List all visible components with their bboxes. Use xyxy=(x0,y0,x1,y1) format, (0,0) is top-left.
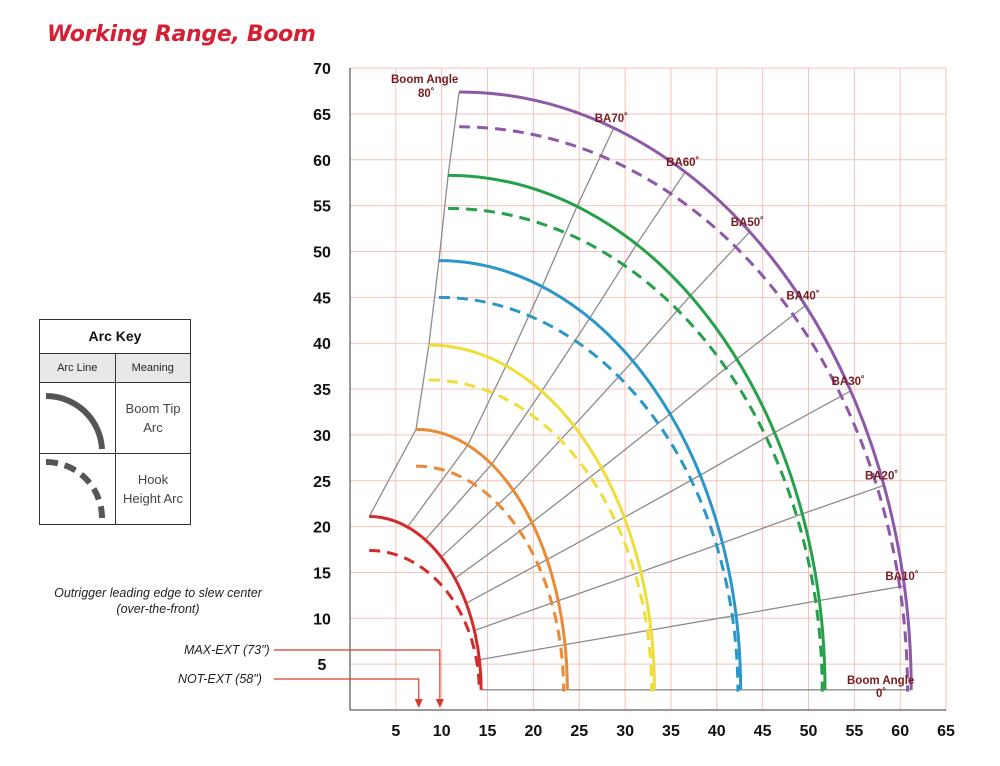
hook-height-arc xyxy=(438,295,740,692)
y-tick-label: 35 xyxy=(313,382,331,399)
boom-angle-0-label: Boom Angle xyxy=(847,675,914,687)
y-tick-label: 50 xyxy=(313,245,331,262)
boom-angle-line xyxy=(479,585,905,661)
x-tick-label: 40 xyxy=(708,723,726,740)
boom-angle-0-value: 0˚ xyxy=(876,688,886,700)
boom-angle-label: BA10˚ xyxy=(885,571,918,583)
outrigger-note-line2: (over-the-front) xyxy=(116,602,199,616)
arc-key-meaning-boom-tip: Boom Tip Arc xyxy=(116,383,190,453)
arc-key-legend: Arc Key Arc Line Meaning Boom Tip Arc Hoo… xyxy=(39,319,191,525)
boom-angle-80-label: Boom Angle xyxy=(391,74,458,86)
boom-tip-arc xyxy=(369,515,483,690)
chart-axes xyxy=(349,68,946,711)
hook-height-arc xyxy=(428,378,654,692)
arc-key-header: Arc Line Meaning xyxy=(40,354,190,383)
x-tick-label: 20 xyxy=(525,723,543,740)
max-ext-label: MAX-EXT (73") xyxy=(184,643,270,657)
solid-arc-symbol xyxy=(40,383,116,453)
boom-angle-label: BA40˚ xyxy=(786,291,819,303)
outrigger-note-line1: Outrigger leading edge to slew center xyxy=(54,586,263,600)
boom-tip-text-2: Arc xyxy=(143,420,163,435)
y-tick-label: 5 xyxy=(318,657,327,674)
boom-angle-line xyxy=(406,127,615,528)
boom-angle-label: BA50˚ xyxy=(731,217,764,229)
boom-angle-lines xyxy=(368,91,912,691)
boom-angle-line xyxy=(368,91,460,517)
pointer-arrowhead xyxy=(435,699,444,708)
x-tick-label: 5 xyxy=(391,723,400,740)
boom-tip-text-1: Boom Tip xyxy=(125,401,181,416)
boom-angle-label: BA30˚ xyxy=(832,376,865,388)
arc-key-row-hook-height: Hook Height Arc xyxy=(40,453,190,524)
x-tick-label: 15 xyxy=(479,723,497,740)
axis-ticks: 5 10 15 20 25 30 35 40 45 50 55 60 65 5 10 15 20 25 30 35 40… xyxy=(313,61,955,740)
arc-key-col-arc-line: Arc Line xyxy=(40,354,116,382)
boom-angle-label: BA60˚ xyxy=(666,157,699,169)
x-tick-label: 25 xyxy=(570,723,588,740)
boom-angle-80-value: 80˚ xyxy=(418,88,435,100)
dashed-arc-icon xyxy=(45,459,105,519)
y-tick-label: 10 xyxy=(313,611,331,628)
x-tick-label: 55 xyxy=(845,723,863,740)
x-tick-label: 50 xyxy=(800,723,818,740)
hook-height-arc xyxy=(459,125,910,692)
y-tick-label: 70 xyxy=(313,61,331,78)
y-tick-label: 25 xyxy=(313,474,331,491)
boom-angle-line xyxy=(440,231,751,558)
y-tick-label: 45 xyxy=(313,290,331,307)
boom-angle-labels: BA70˚ BA60˚ BA50˚ BA40˚ BA30˚ BA20˚ BA10˚ xyxy=(595,113,919,583)
hook-height-text-2: Height Arc xyxy=(123,491,183,506)
x-tick-label: 10 xyxy=(433,723,451,740)
outrigger-pointers xyxy=(274,649,444,708)
y-tick-label: 55 xyxy=(313,199,331,216)
y-tick-label: 40 xyxy=(313,336,331,353)
boom-angle-line xyxy=(424,171,686,541)
hook-height-text-1: Hook xyxy=(137,472,169,487)
boom-tip-arc xyxy=(448,173,827,690)
not-ext-label: NOT-EXT (58") xyxy=(178,672,262,686)
y-tick-label: 15 xyxy=(313,565,331,582)
x-tick-label: 60 xyxy=(891,723,909,740)
y-tick-label: 60 xyxy=(313,153,331,170)
boom-tip-arc xyxy=(459,90,913,690)
x-tick-label: 30 xyxy=(616,723,634,740)
x-tick-label: 45 xyxy=(754,723,772,740)
boom-angle-line xyxy=(465,390,851,604)
hook-height-arc xyxy=(448,206,824,692)
boom-angle-label: BA70˚ xyxy=(595,113,628,125)
boom-angle-line xyxy=(474,484,885,632)
pointer-line xyxy=(274,678,420,700)
arc-key-meaning-hook-height: Hook Height Arc xyxy=(116,454,190,524)
x-tick-label: 35 xyxy=(662,723,680,740)
x-tick-label: 65 xyxy=(937,723,955,740)
pointer-arrowhead xyxy=(414,699,423,708)
boom-arcs xyxy=(369,90,913,692)
arc-key-row-boom-tip: Boom Tip Arc xyxy=(40,383,190,453)
y-tick-label: 20 xyxy=(313,520,331,537)
boom-tip-arc xyxy=(416,427,569,690)
boom-angle-label: BA20˚ xyxy=(865,470,898,482)
dashed-arc-symbol xyxy=(40,454,116,524)
boom-tip-arc xyxy=(428,343,656,690)
y-tick-label: 65 xyxy=(313,107,331,124)
page-title: Working Range, Boom xyxy=(47,22,316,47)
hook-height-arc xyxy=(369,548,481,692)
boom-tip-arc xyxy=(438,259,743,690)
pointer-line xyxy=(274,649,441,700)
solid-arc-icon xyxy=(45,392,105,450)
hook-height-arc xyxy=(416,464,566,692)
y-tick-label: 30 xyxy=(313,428,331,445)
arc-key-title: Arc Key xyxy=(40,320,190,354)
arc-key-col-meaning: Meaning xyxy=(131,362,174,374)
